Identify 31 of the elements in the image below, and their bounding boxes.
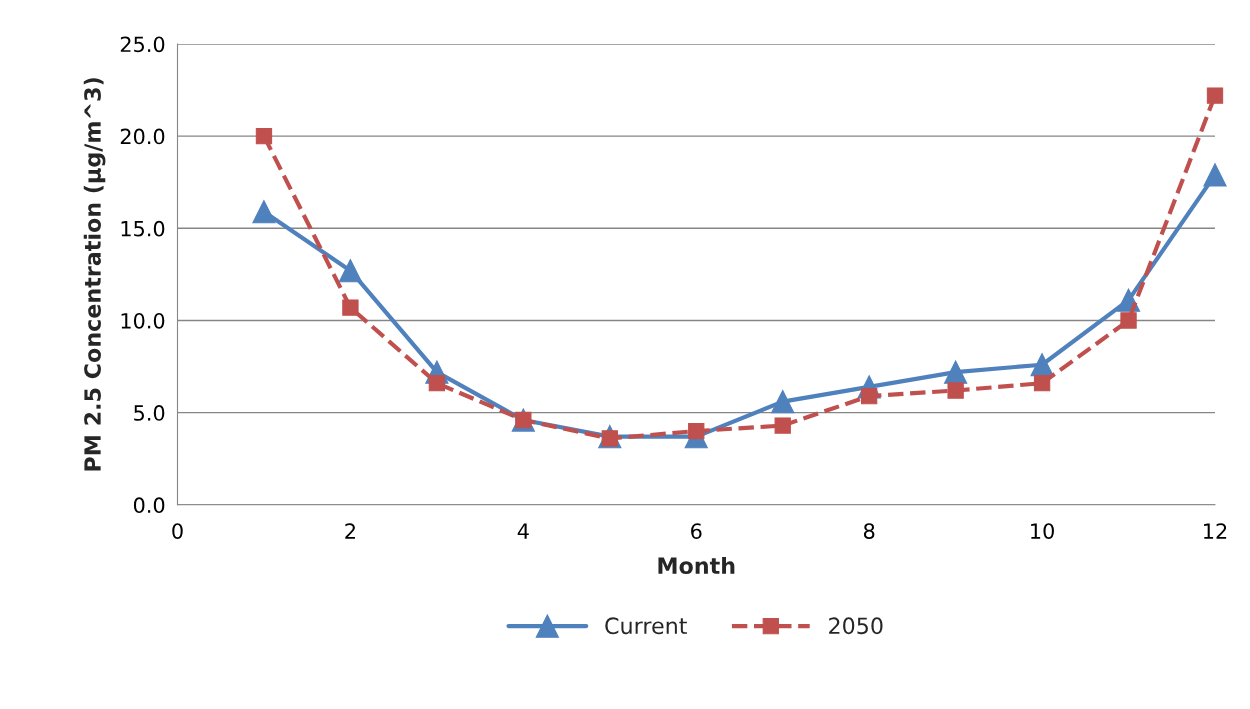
- y-tick-label: 15.0: [121, 220, 165, 237]
- point: [774, 417, 791, 434]
- point: [252, 200, 276, 224]
- y-tick-label: 5.0: [134, 405, 165, 421]
- point: [861, 387, 878, 405]
- legend-label: 2050: [829, 617, 883, 635]
- legend-label: Current: [605, 617, 687, 635]
- point: [338, 259, 363, 283]
- point: [771, 389, 795, 414]
- x-tick-label: 12: [1204, 523, 1227, 539]
- y-tick-label: 0.0: [133, 497, 165, 514]
- point: [428, 374, 446, 392]
- x-axis-title: Month: [658, 556, 735, 575]
- x-tick-label: 6: [691, 523, 702, 539]
- x-tick-label: 2: [345, 523, 355, 539]
- y-tick-label: 25.0: [120, 36, 165, 53]
- x-tick-label: 4: [517, 523, 529, 539]
- point: [688, 422, 705, 440]
- y-tick-label: 20.0: [120, 128, 165, 145]
- point: [947, 382, 964, 399]
- point: [1206, 87, 1224, 104]
- point: [1120, 312, 1137, 329]
- x-tick-label: 0: [172, 523, 183, 539]
- x-tick-label: 8: [863, 523, 875, 539]
- point: [1203, 163, 1227, 187]
- y-axis-title: PM 2.5 Concentration (µg/m^3): [83, 78, 106, 471]
- x-tick-label: 10: [1031, 523, 1054, 539]
- point: [1033, 374, 1051, 392]
- point: [255, 127, 273, 145]
- point: [342, 299, 359, 316]
- y-tick-label: 10.0: [121, 312, 165, 329]
